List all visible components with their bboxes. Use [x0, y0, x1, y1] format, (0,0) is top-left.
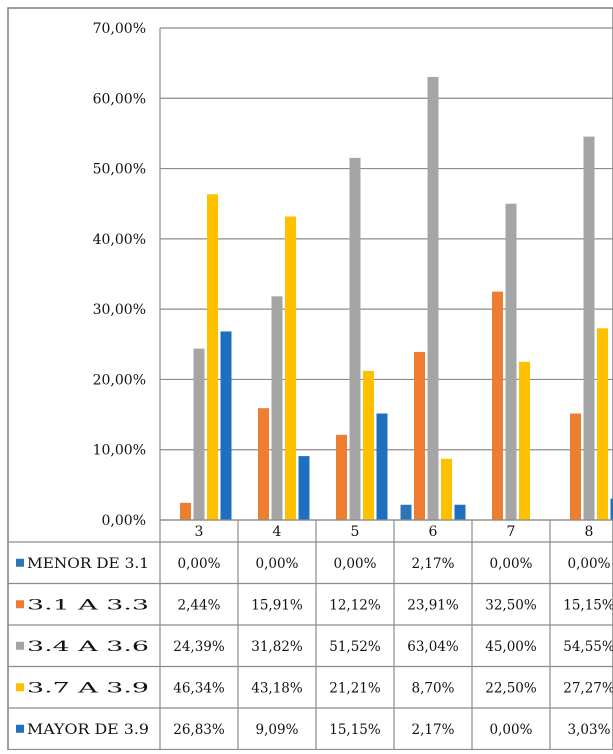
legend-key	[16, 725, 24, 733]
data-label: 51,52%	[329, 639, 381, 655]
bar	[401, 505, 412, 520]
data-label: 15,91%	[251, 597, 303, 613]
data-label: 2,44%	[178, 597, 221, 613]
category-label: 7	[507, 524, 516, 540]
data-label: 9,09%	[256, 722, 299, 738]
data-label: 2,17%	[412, 556, 455, 572]
data-label: 24,39%	[173, 639, 225, 655]
legend-key	[16, 642, 24, 650]
data-label: 26,83%	[173, 722, 225, 738]
bar	[519, 362, 530, 520]
data-label: 0,00%	[256, 556, 299, 572]
bar	[584, 137, 595, 520]
data-label: 43,18%	[251, 680, 303, 696]
bar	[377, 414, 388, 520]
data-label: 0,00%	[334, 556, 377, 572]
bar	[597, 328, 608, 520]
y-tick-label: 70,00%	[93, 21, 146, 37]
bar	[492, 292, 503, 520]
data-label: 23,91%	[407, 597, 459, 613]
data-label: 15,15%	[329, 722, 381, 738]
data-label: 22,50%	[485, 680, 537, 696]
legend-label: 3.4 A 3.6	[27, 639, 149, 655]
bar	[414, 352, 425, 520]
bar	[506, 204, 517, 520]
data-label: 0,00%	[178, 556, 221, 572]
data-label: 15,15%	[563, 597, 613, 613]
bar	[570, 414, 581, 520]
bar	[428, 77, 439, 520]
data-label: 0,00%	[490, 722, 533, 738]
bar	[363, 371, 374, 520]
bar	[350, 158, 361, 520]
bar	[194, 349, 205, 520]
bar	[299, 456, 310, 520]
bar	[336, 435, 347, 520]
category-label: 5	[351, 524, 360, 540]
y-tick-label: 50,00%	[93, 162, 146, 178]
data-label: 45,00%	[485, 639, 537, 655]
legend-key	[16, 683, 24, 691]
data-label: 3,03%	[568, 722, 611, 738]
data-label: 0,00%	[568, 556, 611, 572]
data-label: 54,55%	[563, 639, 613, 655]
bar	[207, 194, 218, 520]
bar	[258, 408, 269, 520]
category-label: 6	[429, 524, 438, 540]
y-tick-label: 0,00%	[102, 513, 146, 529]
y-tick-label: 40,00%	[93, 232, 146, 248]
category-label: 4	[273, 524, 282, 540]
data-label: 0,00%	[490, 556, 533, 572]
data-label: 46,34%	[173, 680, 225, 696]
data-label: 63,04%	[407, 639, 459, 655]
legend-key	[16, 600, 24, 608]
legend-key	[16, 559, 24, 567]
data-label: 31,82%	[251, 639, 303, 655]
category-label: 3	[195, 524, 204, 540]
data-label: 32,50%	[485, 597, 537, 613]
y-tick-label: 10,00%	[93, 443, 146, 459]
bar	[221, 331, 232, 520]
bar	[285, 217, 296, 520]
bar	[180, 503, 191, 520]
data-label: 8,70%	[412, 680, 455, 696]
data-label: 27,27%	[563, 680, 613, 696]
legend-label: 3.1 A 3.3	[27, 597, 149, 613]
bar	[272, 296, 283, 520]
bar	[455, 505, 466, 520]
data-label: 2,17%	[412, 722, 455, 738]
bar	[441, 459, 452, 520]
legend-label: MENOR DE 3.1	[27, 556, 149, 572]
legend-label: MAYOR DE 3.9	[27, 722, 149, 738]
data-label: 12,12%	[329, 597, 381, 613]
y-tick-label: 60,00%	[93, 91, 146, 107]
y-tick-label: 30,00%	[93, 302, 146, 318]
y-tick-label: 20,00%	[93, 372, 146, 388]
category-label: 8	[585, 524, 594, 540]
data-label: 21,21%	[329, 680, 381, 696]
legend-label: 3.7 A 3.9	[27, 680, 149, 696]
